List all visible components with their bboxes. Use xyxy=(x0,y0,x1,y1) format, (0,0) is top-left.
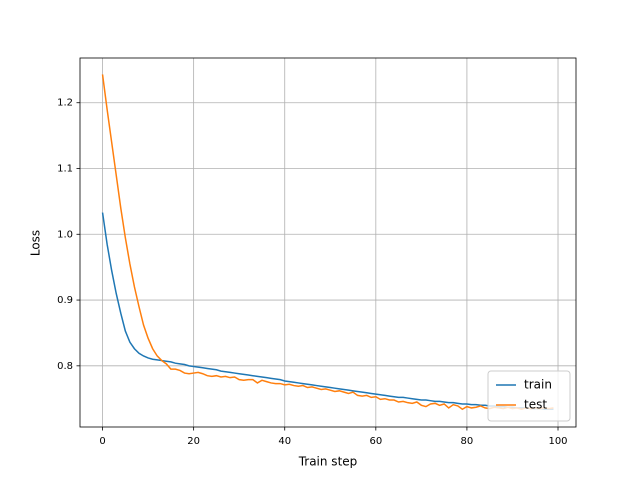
y-tick-label: 1.0 xyxy=(57,229,73,240)
y-tick-label: 0.8 xyxy=(57,361,73,372)
line xyxy=(101,212,554,410)
x-tick-label: 20 xyxy=(187,436,200,447)
y-tick-label: 1.2 xyxy=(57,98,73,109)
x-axis-label: Train step xyxy=(298,455,358,469)
legend-box xyxy=(487,370,571,422)
axes-frame xyxy=(79,57,577,428)
y-tick-label: 1.1 xyxy=(57,164,73,175)
x-tick-label: 40 xyxy=(278,436,291,447)
x-tick-label: 80 xyxy=(461,436,474,447)
line xyxy=(101,74,554,411)
x-tick-label: 100 xyxy=(548,436,567,447)
legend-label: train xyxy=(524,378,552,392)
x-tick-label: 0 xyxy=(99,436,105,447)
legend-label: test xyxy=(524,398,547,412)
y-axis-label: Loss xyxy=(29,230,43,256)
legend: train test xyxy=(487,370,571,422)
x-tick-label: 60 xyxy=(369,436,382,447)
y-tick-label: 0.9 xyxy=(57,295,73,306)
